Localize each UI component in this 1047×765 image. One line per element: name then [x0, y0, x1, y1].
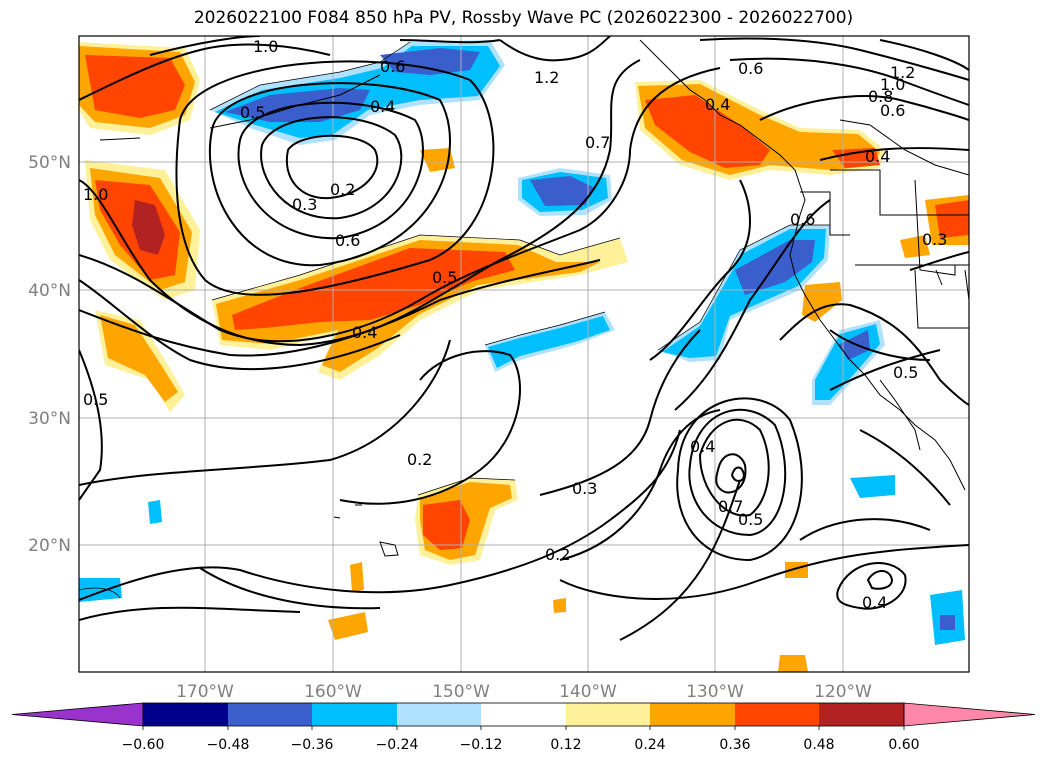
- lon-label: 140°W: [559, 682, 617, 702]
- colorbar: −0.60 −0.48 −0.36 −0.24 −0.12 0.12 0.24 …: [11, 702, 1036, 753]
- map-title: 2026022100 F084 850 hPa PV, Rossby Wave …: [193, 8, 854, 28]
- colorbar-segment: [481, 703, 566, 726]
- contour-label: 0.5: [83, 390, 108, 409]
- contour-label: 0.2: [407, 450, 432, 469]
- colorbar-tick-label: 0.36: [719, 737, 750, 753]
- map-area: [79, 36, 969, 672]
- colorbar-tick-label: −0.24: [376, 737, 419, 753]
- colorbar-ticks: [142, 726, 905, 730]
- contour-label: 1.0: [83, 185, 108, 204]
- colorbar-tick-label: −0.36: [291, 737, 334, 753]
- colorbar-tick-label: −0.60: [122, 737, 165, 753]
- contour-label: 0.4: [862, 593, 887, 612]
- colorbar-segment: [397, 703, 481, 726]
- longitude-labels: 170°W 160°W 150°W 140°W 130°W 120°W: [176, 682, 872, 702]
- colorbar-tick-label: 0.60: [888, 737, 919, 753]
- contour-label: 1.2: [890, 63, 915, 82]
- contour-label: 0.6: [738, 59, 763, 78]
- contour-label: 0.5: [738, 510, 763, 529]
- contour-label: 0.6: [790, 210, 815, 229]
- contour-label: 0.6: [380, 57, 405, 76]
- contour-label: 0.4: [865, 147, 890, 166]
- colorbar-segment: [819, 703, 904, 726]
- contour-label: 0.7: [718, 497, 743, 516]
- lat-label: 40°N: [28, 281, 71, 301]
- contour-label: 0.3: [292, 195, 317, 214]
- contour-label: 0.4: [370, 97, 395, 116]
- colorbar-segment: [228, 703, 312, 726]
- contour-label: 0.6: [335, 231, 360, 250]
- colorbar-segment: [312, 703, 397, 726]
- contour-label: 0.7: [585, 133, 610, 152]
- contour-label: 0.6: [880, 101, 905, 120]
- colorbar-segment: [650, 703, 735, 726]
- pv-contour-lines: [79, 36, 969, 641]
- colorbar-tick-label: −0.12: [460, 737, 503, 753]
- lon-label: 170°W: [176, 682, 234, 702]
- lon-label: 120°W: [814, 682, 872, 702]
- colorbar-tick-label: 0.48: [803, 737, 834, 753]
- contour-label: 0.5: [893, 363, 918, 382]
- contour-label: 0.2: [545, 545, 570, 564]
- map-frame: [78, 35, 970, 673]
- contour-label: 1.0: [253, 37, 278, 56]
- lon-label: 150°W: [432, 682, 490, 702]
- contour-label: 0.3: [922, 230, 947, 249]
- contour-label: 0.5: [240, 103, 265, 122]
- colorbar-tick-label: −0.48: [207, 737, 250, 753]
- lat-label: 50°N: [28, 153, 71, 173]
- contour-label: 0.4: [705, 95, 730, 114]
- colorbar-max-extension: [903, 702, 1036, 727]
- contour-label: 0.4: [352, 323, 377, 342]
- colorbar-segment: [143, 703, 228, 726]
- anomaly-outline-contours: [79, 41, 830, 599]
- lat-label: 20°N: [28, 536, 71, 556]
- lat-label: 30°N: [28, 409, 71, 429]
- lon-label: 160°W: [304, 682, 362, 702]
- colorbar-segment: [566, 703, 650, 726]
- contour-label: 1.2: [534, 68, 559, 87]
- colorbar-segment: [735, 703, 819, 726]
- contour-label: 0.3: [572, 479, 597, 498]
- colorbar-tick-label: 0.12: [550, 737, 581, 753]
- contour-label: 0.8: [868, 87, 893, 106]
- contour-label: 0.2: [330, 180, 355, 199]
- contour-labels: 1.0 0.6 1.2 0.6 1.2 1.0 0.8 0.6 0.5 0.4 …: [83, 37, 947, 612]
- colorbar-frame: [142, 702, 905, 727]
- graticule: [79, 36, 969, 672]
- lon-label: 130°W: [686, 682, 744, 702]
- colorbar-min-extension: [11, 702, 144, 727]
- latitude-labels: 50°N 40°N 30°N 20°N: [28, 153, 71, 556]
- colorbar-tick-label: 0.24: [634, 737, 665, 753]
- contour-label: 0.4: [690, 437, 715, 456]
- contour-label: 1.0: [880, 75, 905, 94]
- contour-label: 0.5: [432, 268, 457, 287]
